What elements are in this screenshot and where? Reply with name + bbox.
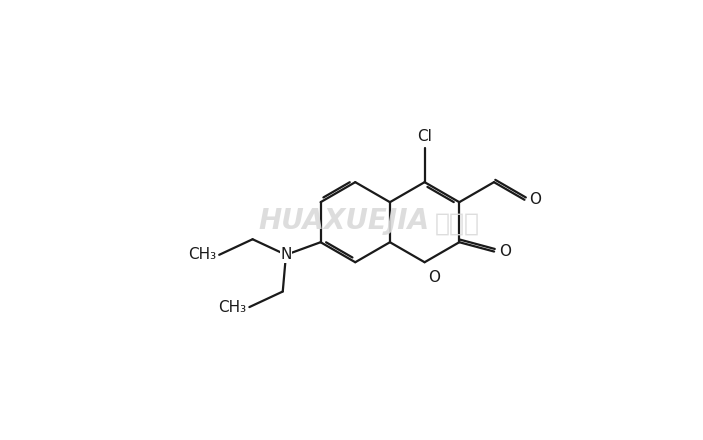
Text: N: N — [280, 247, 292, 262]
Text: HUAXUEJIA: HUAXUEJIA — [258, 207, 430, 235]
Text: Cl: Cl — [417, 128, 432, 143]
Text: O: O — [529, 192, 541, 207]
Text: O: O — [427, 270, 439, 285]
Text: CH₃: CH₃ — [188, 247, 216, 262]
Text: O: O — [498, 244, 510, 259]
Text: CH₃: CH₃ — [218, 300, 246, 315]
Text: 化学加: 化学加 — [435, 212, 480, 236]
